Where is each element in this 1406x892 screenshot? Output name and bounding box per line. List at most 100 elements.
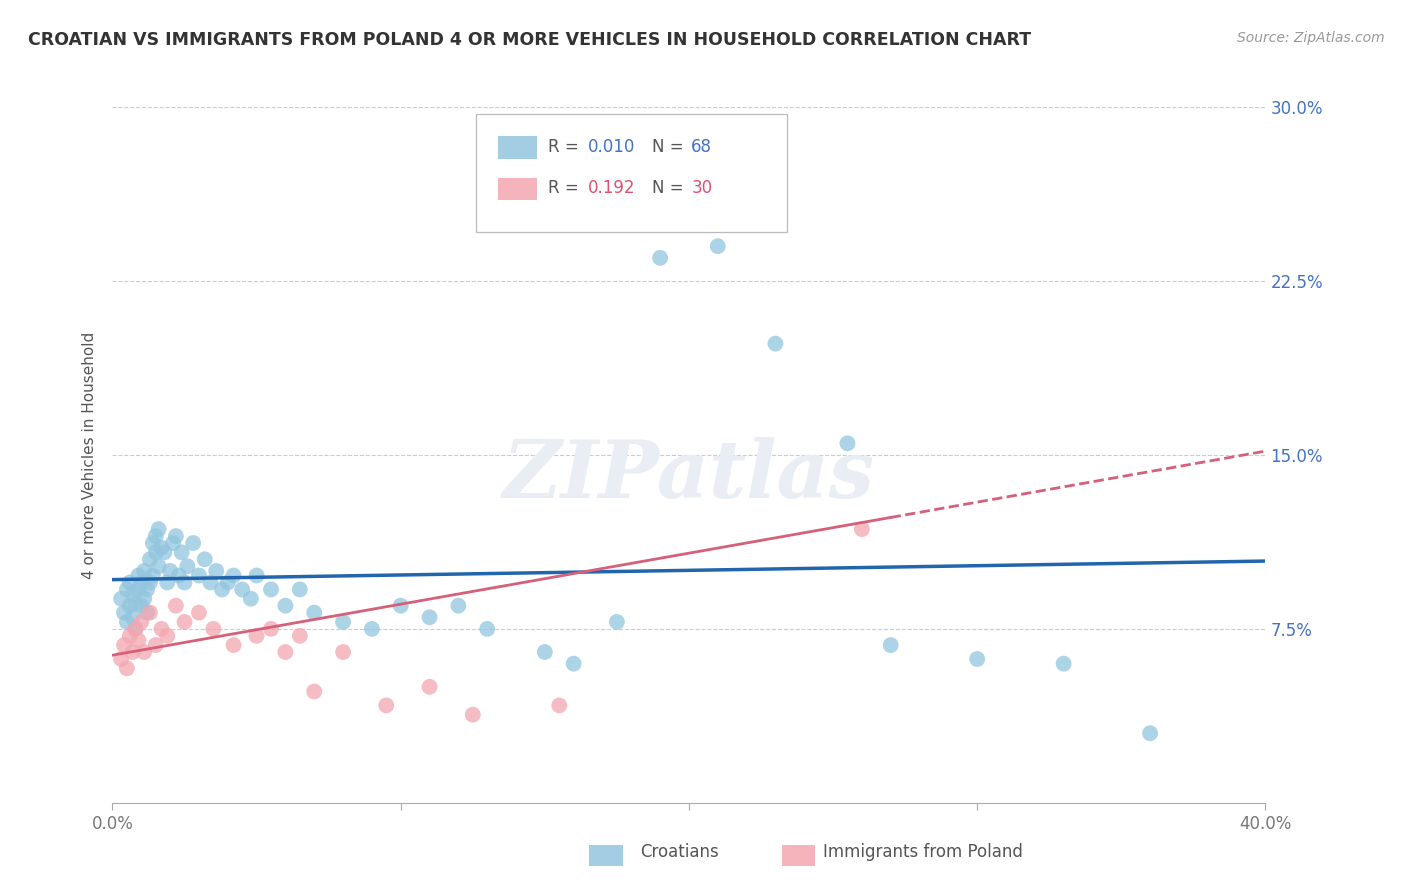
Point: [156, 575, 179, 590]
Point: [211, 582, 233, 597]
Point: [332, 615, 354, 629]
Point: [145, 638, 167, 652]
Point: [127, 582, 149, 597]
Point: [112, 606, 135, 620]
Point: [136, 582, 159, 597]
Point: [110, 591, 132, 606]
Point: [150, 541, 173, 555]
Point: [475, 622, 499, 636]
Point: [765, 336, 787, 351]
Point: [153, 545, 176, 559]
Point: [461, 707, 484, 722]
Point: [142, 568, 165, 582]
Point: [115, 661, 138, 675]
Point: [851, 522, 873, 536]
Point: [134, 591, 156, 606]
Point: [880, 638, 903, 652]
Point: [260, 622, 283, 636]
Point: [606, 615, 628, 629]
Point: [217, 575, 239, 590]
Point: [150, 622, 173, 636]
Point: [165, 529, 187, 543]
FancyBboxPatch shape: [498, 178, 537, 201]
Text: N =: N =: [652, 137, 689, 156]
Point: [110, 652, 132, 666]
Point: [136, 606, 159, 620]
Point: [447, 599, 470, 613]
Point: [389, 599, 412, 613]
Point: [288, 629, 311, 643]
Point: [260, 582, 283, 597]
Text: Croatians: Croatians: [640, 843, 718, 861]
Point: [419, 680, 441, 694]
Text: Immigrants from Poland: Immigrants from Poland: [823, 843, 1022, 861]
Point: [304, 606, 326, 620]
Point: [124, 622, 146, 636]
Point: [124, 622, 146, 636]
Point: [707, 239, 730, 253]
Point: [134, 564, 156, 578]
Point: [127, 568, 149, 582]
Point: [332, 645, 354, 659]
Y-axis label: 4 or more Vehicles in Household: 4 or more Vehicles in Household: [82, 331, 97, 579]
Text: CROATIAN VS IMMIGRANTS FROM POLAND 4 OR MORE VEHICLES IN HOUSEHOLD CORRELATION C: CROATIAN VS IMMIGRANTS FROM POLAND 4 OR …: [28, 31, 1031, 49]
Point: [124, 596, 146, 610]
Point: [162, 536, 184, 550]
Point: [173, 575, 195, 590]
Point: [121, 645, 143, 659]
Point: [966, 652, 988, 666]
Text: 68: 68: [692, 137, 713, 156]
Point: [274, 599, 297, 613]
Point: [156, 629, 179, 643]
Point: [205, 564, 228, 578]
Point: [139, 552, 162, 566]
Text: R =: R =: [548, 137, 585, 156]
Text: 0.192: 0.192: [588, 179, 636, 197]
Point: [145, 545, 167, 559]
Point: [118, 599, 141, 613]
Point: [246, 629, 269, 643]
Point: [194, 552, 217, 566]
Point: [360, 622, 382, 636]
Point: [112, 638, 135, 652]
Text: N =: N =: [652, 179, 689, 197]
Point: [200, 575, 222, 590]
Text: Source: ZipAtlas.com: Source: ZipAtlas.com: [1237, 31, 1385, 45]
Point: [222, 568, 245, 582]
Point: [148, 559, 170, 574]
Point: [121, 587, 143, 601]
Point: [159, 564, 181, 578]
Point: [115, 615, 138, 629]
Point: [375, 698, 398, 713]
Point: [121, 610, 143, 624]
Point: [222, 638, 245, 652]
Point: [118, 629, 141, 643]
Text: R =: R =: [548, 179, 585, 197]
Point: [650, 251, 672, 265]
Point: [118, 575, 141, 590]
Point: [202, 622, 225, 636]
Point: [139, 575, 162, 590]
Point: [129, 575, 153, 590]
Point: [142, 536, 165, 550]
Point: [148, 522, 170, 536]
Point: [145, 529, 167, 543]
Point: [231, 582, 253, 597]
Point: [188, 568, 211, 582]
Point: [188, 606, 211, 620]
Point: [239, 591, 262, 606]
Point: [176, 559, 198, 574]
Point: [837, 436, 859, 450]
Point: [181, 536, 204, 550]
Point: [304, 684, 326, 698]
FancyBboxPatch shape: [475, 114, 787, 232]
Text: 0.010: 0.010: [588, 137, 636, 156]
Point: [127, 633, 149, 648]
Point: [1139, 726, 1161, 740]
Text: ZIPatlas: ZIPatlas: [503, 437, 875, 515]
Point: [167, 568, 190, 582]
Point: [419, 610, 441, 624]
Point: [129, 615, 153, 629]
Point: [246, 568, 269, 582]
Point: [134, 645, 156, 659]
